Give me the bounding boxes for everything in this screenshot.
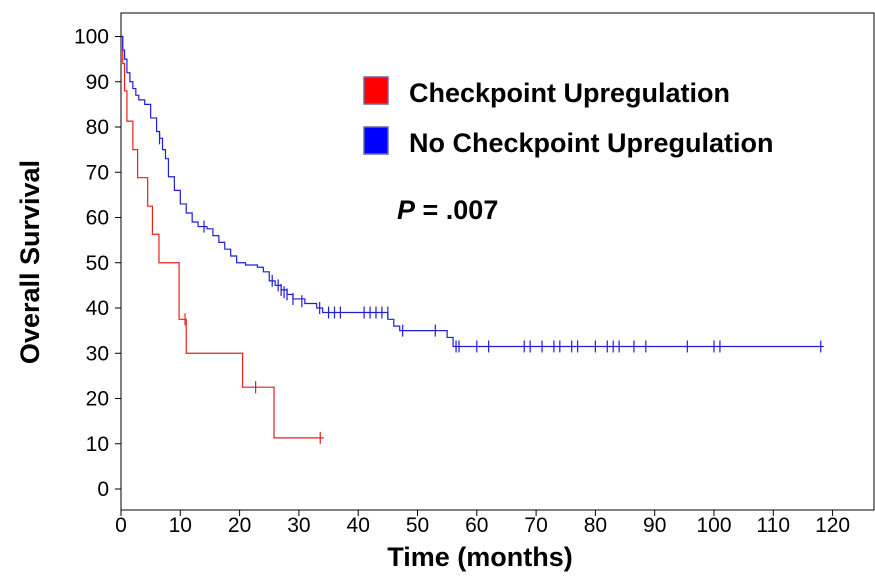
x-tick-label: 100 <box>696 514 731 537</box>
x-tick-label: 90 <box>643 514 666 537</box>
legend-swatch-no-checkpoint-upregulation <box>363 126 389 155</box>
x-tick-label: 110 <box>757 514 790 537</box>
survival-curve-checkpoint-upregulation <box>121 35 324 439</box>
x-tick-label: 120 <box>815 514 850 537</box>
plot-frame <box>120 12 875 511</box>
y-tick-label: 70 <box>86 161 109 184</box>
legend-swatch-checkpoint-upregulation <box>363 76 389 105</box>
legend: Checkpoint Upregulation No Checkpoint Up… <box>363 76 774 158</box>
x-tick-label: 30 <box>287 514 310 537</box>
y-tick-label: 60 <box>86 207 109 230</box>
legend-label-checkpoint-upregulation: Checkpoint Upregulation <box>409 78 730 108</box>
y-tick-label: 10 <box>86 433 109 456</box>
y-tick-label: 30 <box>86 342 109 365</box>
y-tick-label: 90 <box>86 71 109 94</box>
x-tick-label: 20 <box>228 514 251 537</box>
y-axis-title: Overall Survival <box>15 160 45 364</box>
x-axis-title: Time (months) <box>387 542 573 572</box>
x-tick-label: 80 <box>584 514 607 537</box>
y-tick-label: 100 <box>74 26 109 49</box>
x-tick-label: 60 <box>465 514 488 537</box>
y-tick-label: 40 <box>86 297 109 320</box>
p-value-number: = .007 <box>415 195 498 225</box>
x-tick-label: 10 <box>169 514 192 537</box>
legend-label-no-checkpoint-upregulation: No Checkpoint Upregulation <box>409 128 774 158</box>
y-tick-label: 20 <box>86 388 109 411</box>
series-layer <box>121 35 824 444</box>
p-value-annotation: P = .007 <box>397 195 498 225</box>
y-axis: 0 10 20 30 40 50 60 70 80 90 100 <box>74 26 121 501</box>
x-tick-label: 50 <box>406 514 429 537</box>
survival-curve-no-checkpoint-upregulation <box>121 35 824 348</box>
y-tick-label: 0 <box>97 478 109 501</box>
y-tick-label: 50 <box>86 252 109 275</box>
x-tick-label: 40 <box>347 514 370 537</box>
x-tick-label: 0 <box>115 514 127 537</box>
x-tick-label: 70 <box>524 514 547 537</box>
p-value-symbol: P <box>397 195 416 225</box>
x-axis: 0 10 20 30 40 50 60 70 80 90 100 110 120 <box>115 510 850 537</box>
y-tick-label: 80 <box>86 116 109 139</box>
